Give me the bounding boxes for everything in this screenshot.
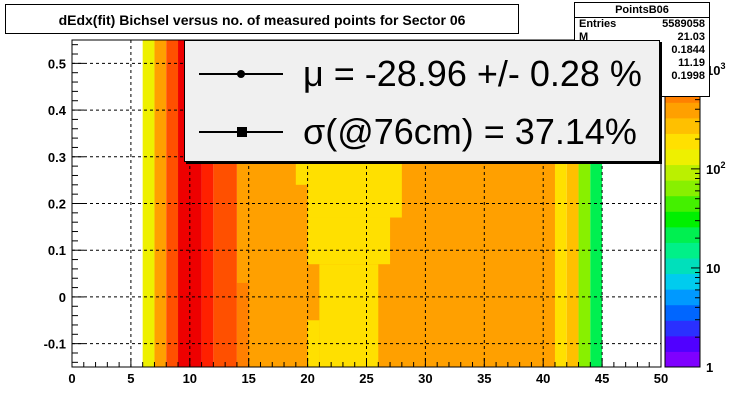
heatmap-column — [201, 40, 214, 367]
square-marker-icon — [237, 127, 247, 137]
heatmap-column — [142, 40, 155, 367]
stats-value: 0.1998 — [671, 70, 705, 82]
x-tick-label: 10 — [183, 371, 197, 386]
colorbar-swatch — [665, 117, 700, 134]
x-tick-label: 35 — [477, 371, 491, 386]
colorbar-swatch — [665, 351, 700, 368]
y-tick-label: -0.1 — [44, 337, 66, 352]
stats-value: 11.19 — [678, 57, 705, 69]
colorbar-tick-label: 1 — [706, 360, 713, 375]
colorbar-swatch — [665, 335, 700, 352]
colorbar-swatch — [665, 149, 700, 166]
stats-row: M 21.03 — [575, 31, 709, 44]
colorbar-swatch — [665, 226, 700, 243]
x-tick-label: 50 — [654, 371, 668, 386]
stats-label: Entries — [579, 18, 617, 30]
x-tick-label: 30 — [418, 371, 432, 386]
stats-row: 0.1998 — [575, 70, 709, 83]
stats-row: Entries 5589058 — [575, 18, 709, 31]
legend-text-sigma: σ(@76cm) = 37.14% — [303, 111, 637, 152]
stats-label: M — [579, 31, 589, 43]
stats-name: PointsB06 — [575, 3, 709, 18]
stats-value: 5589058 — [662, 18, 705, 30]
legend-entry-sigma: σ(@76cm) = 37.14% — [185, 103, 661, 161]
y-tick-label: 0.2 — [48, 197, 66, 212]
y-tick-label: 0.4 — [48, 103, 67, 118]
colorbar-tick-exponent: 2 — [720, 160, 725, 170]
legend-text-mu: μ = -28.96 +/- 0.28 % — [303, 53, 642, 94]
heatmap-cell — [236, 282, 249, 367]
x-tick-label: 45 — [595, 371, 609, 386]
colorbar-tick-exponent: 3 — [720, 61, 725, 71]
colorbar-swatch — [665, 195, 700, 212]
heatmap-cell — [307, 217, 391, 265]
heatmap-column — [166, 40, 179, 367]
x-tick-label: 25 — [359, 371, 373, 386]
colorbar-swatch — [665, 320, 700, 337]
colorbar-swatch — [665, 289, 700, 306]
dot-marker-icon — [237, 70, 245, 78]
legend-entry-mu: μ = -28.96 +/- 0.28 % — [185, 45, 661, 103]
colorbar-swatch — [665, 258, 700, 275]
colorbar-swatch — [665, 242, 700, 259]
stats-value: 0.1844 — [671, 44, 705, 56]
colorbar-swatch — [665, 180, 700, 197]
y-tick-label: 0.5 — [48, 56, 66, 71]
stats-value: 21.03 — [677, 31, 705, 43]
colorbar-swatch — [665, 133, 700, 150]
colorbar-swatch — [665, 273, 700, 290]
heatmap-cell — [319, 264, 379, 367]
heatmap-column — [154, 40, 167, 367]
chart-title: dEdx(fit) Bichsel versus no. of measured… — [5, 4, 519, 34]
y-tick-label: 0.3 — [48, 150, 66, 165]
colorbar-tick-label: 102 — [706, 160, 725, 177]
x-tick-label: 15 — [241, 371, 255, 386]
x-tick-label: 5 — [127, 371, 134, 386]
stats-row: 0.1844 — [575, 44, 709, 57]
legend-box: μ = -28.96 +/- 0.28 % σ(@76cm) = 37.14% — [184, 40, 660, 162]
stats-row: 11.19 — [575, 57, 709, 70]
x-tick-label: 20 — [300, 371, 314, 386]
x-tick-label: 40 — [536, 371, 550, 386]
colorbar-swatch — [665, 304, 700, 321]
colorbar-swatch — [665, 164, 700, 181]
x-tick-label: 0 — [68, 371, 75, 386]
colorbar-swatch — [665, 211, 700, 228]
colorbar-swatch — [665, 102, 700, 119]
y-tick-label: 0.1 — [48, 243, 66, 258]
y-tick-label: 0 — [59, 290, 66, 305]
colorbar-tick-label: 10 — [706, 261, 720, 276]
